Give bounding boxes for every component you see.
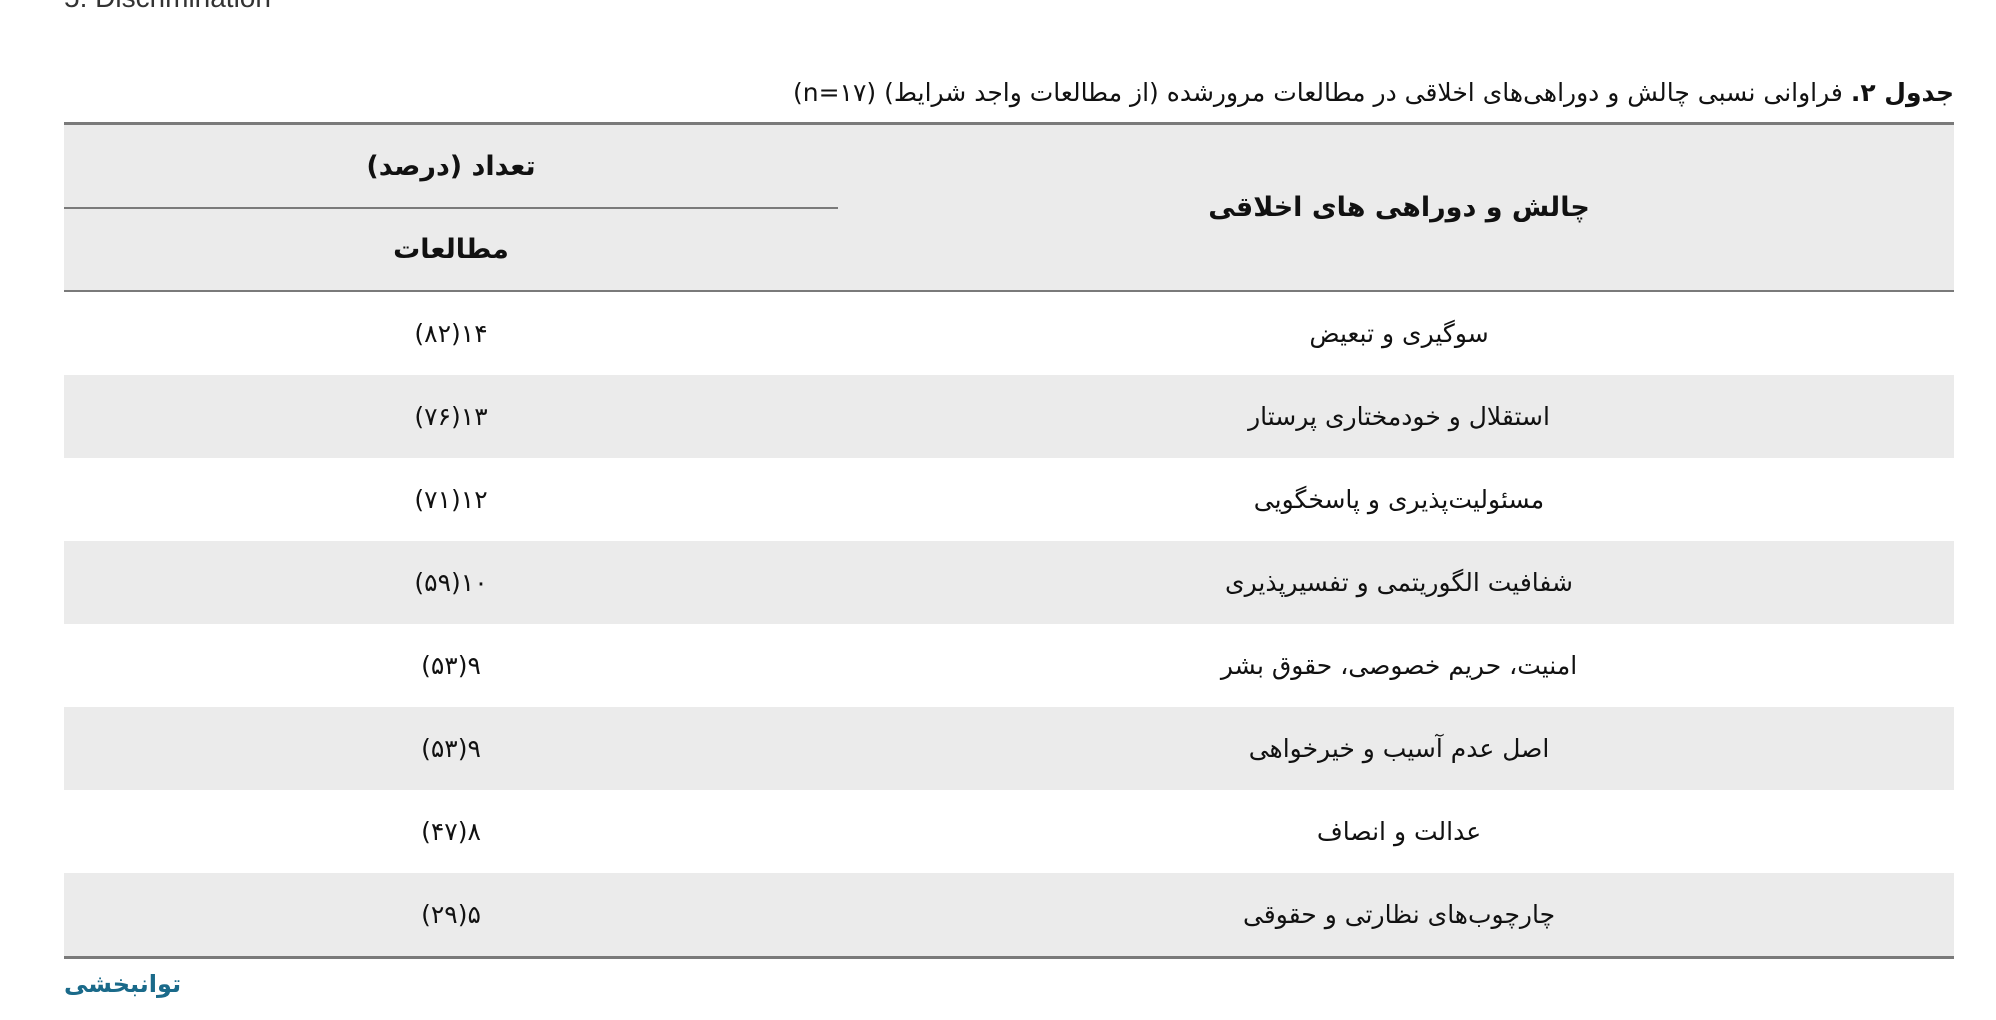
header-count-percent: تعداد (درصد) xyxy=(64,125,838,209)
challenge-cell: استقلال و خودمختاری پرستار xyxy=(1248,402,1550,431)
table-row: اصل عدم آسیب و خیرخواهی ۹(۵۳) xyxy=(64,707,1954,790)
count-cell: ۸(۴۷) xyxy=(421,817,481,846)
count-cell: ۱۰(۵۹) xyxy=(414,568,488,597)
ethics-challenges-table: چالش و دوراهی های اخلاقی تعداد (درصد) مط… xyxy=(64,122,1954,959)
header-challenge: چالش و دوراهی های اخلاقی xyxy=(1208,192,1590,223)
table-body: سوگیری و تبعیض ۱۴(۸۲) استقلال و خودمختاری … xyxy=(64,292,1954,959)
challenge-cell: شفافیت الگوریتمی و تفسیرپذیری xyxy=(1225,568,1573,597)
caption-label: جدول ۲. xyxy=(1850,78,1954,107)
table-row: مسئولیت‌پذیری و پاسخگویی ۱۲(۷۱) xyxy=(64,458,1954,541)
challenge-cell: امنیت، حریم خصوصی، حقوق بشر xyxy=(1220,651,1578,680)
table-header: چالش و دوراهی های اخلاقی تعداد (درصد) مط… xyxy=(64,122,1954,292)
caption-text: فراوانی نسبی چالش و دوراهی‌های اخلاقی در… xyxy=(793,78,1843,107)
challenge-cell: سوگیری و تبعیض xyxy=(1309,319,1489,348)
count-cell: ۹(۵۳) xyxy=(421,734,481,763)
challenge-cell: اصل عدم آسیب و خیرخواهی xyxy=(1248,734,1550,763)
journal-logo: توانبخشی xyxy=(64,970,182,998)
header-studies: مطالعات xyxy=(393,234,509,265)
challenge-cell: مسئولیت‌پذیری و پاسخگویی xyxy=(1253,485,1545,514)
challenge-cell: چارچوب‌های نظارتی و حقوقی xyxy=(1242,900,1556,929)
previous-section-heading: 5. Discrimination xyxy=(64,0,271,14)
challenge-cell: عدالت و انصاف xyxy=(1316,817,1482,846)
count-cell: ۱۳(۷۶) xyxy=(414,402,488,431)
table-row: عدالت و انصاف ۸(۴۷) xyxy=(64,790,1954,873)
count-cell: ۵(۲۹) xyxy=(421,900,481,929)
count-cell: ۱۲(۷۱) xyxy=(414,485,488,514)
count-cell: ۹(۵۳) xyxy=(421,651,481,680)
count-cell: ۱۴(۸۲) xyxy=(414,319,488,348)
table-caption: جدول ۲. فراوانی نسبی چالش و دوراهی‌های ا… xyxy=(793,78,1954,107)
table-row: امنیت، حریم خصوصی، حقوق بشر ۹(۵۳) xyxy=(64,624,1954,707)
table-row: شفافیت الگوریتمی و تفسیرپذیری ۱۰(۵۹) xyxy=(64,541,1954,624)
table-row: چارچوب‌های نظارتی و حقوقی ۵(۲۹) xyxy=(64,873,1954,956)
table-row: سوگیری و تبعیض ۱۴(۸۲) xyxy=(64,292,1954,375)
table-row: استقلال و خودمختاری پرستار ۱۳(۷۶) xyxy=(64,375,1954,458)
